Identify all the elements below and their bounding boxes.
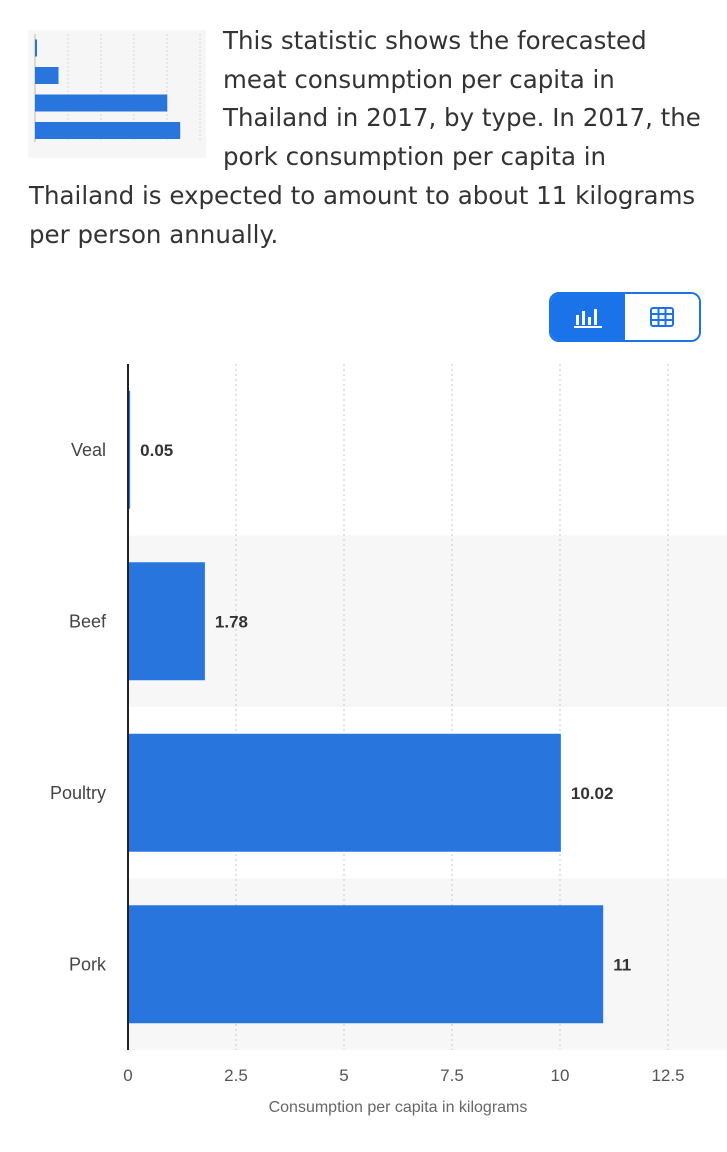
category-label-beef: Beef	[69, 611, 107, 631]
statistic-description: This statistic shows the forecasted meat…	[29, 22, 709, 254]
bars	[128, 390, 604, 1024]
category-label-veal: Veal	[71, 440, 106, 460]
x-tick-label: 5	[339, 1066, 348, 1085]
view-toggle	[549, 292, 701, 342]
value-label-beef: 1.78	[215, 612, 248, 631]
bar-chart: Veal Beef Poultry Pork 0.05 1.78 10.02 11 0 2.5…	[50, 364, 727, 1116]
x-tick-label: 12.5	[651, 1066, 684, 1085]
thumbnail-bar-poultry	[35, 94, 168, 112]
value-label-poultry: 10.02	[571, 784, 614, 803]
category-label-poultry: Poultry	[50, 783, 106, 803]
chart-view-button[interactable]	[551, 294, 625, 340]
thumbnail-bar-veal	[35, 39, 37, 57]
x-tick-label: 2.5	[224, 1066, 248, 1085]
bar-veal[interactable]	[128, 390, 131, 509]
x-tick-label: 7.5	[440, 1066, 464, 1085]
thumbnail-svg	[34, 34, 201, 142]
x-tick-label: 0	[123, 1066, 132, 1085]
row-band-beef	[129, 535, 727, 707]
category-label-pork: Pork	[69, 954, 107, 974]
bar-pork[interactable]	[128, 905, 604, 1024]
value-label-veal: 0.05	[140, 441, 173, 460]
bar-beef[interactable]	[128, 562, 205, 681]
x-tick-label: 10	[551, 1066, 570, 1085]
chart-thumbnail	[28, 30, 206, 158]
thumbnail-bars	[35, 39, 181, 139]
description-text: This statistic shows the forecasted meat…	[29, 26, 701, 249]
value-label-pork: 11	[613, 955, 631, 974]
bar-poultry[interactable]	[128, 733, 561, 852]
thumbnail-bar-pork	[35, 122, 181, 139]
category-labels: Veal Beef Poultry Pork	[50, 440, 107, 975]
thumbnail-bar-beef	[35, 67, 59, 84]
table-icon	[650, 307, 674, 327]
value-labels: 0.05 1.78 10.02 11	[140, 441, 631, 975]
table-view-button[interactable]	[625, 294, 699, 340]
bar-chart-icon	[574, 309, 602, 328]
x-axis-title: Consumption per capita in kilograms	[269, 1099, 528, 1116]
x-tick-labels: 0 2.5 5 7.5 10 12.5	[123, 1066, 684, 1085]
